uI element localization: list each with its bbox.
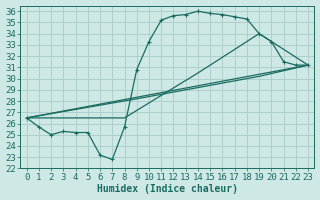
X-axis label: Humidex (Indice chaleur): Humidex (Indice chaleur): [97, 184, 238, 194]
